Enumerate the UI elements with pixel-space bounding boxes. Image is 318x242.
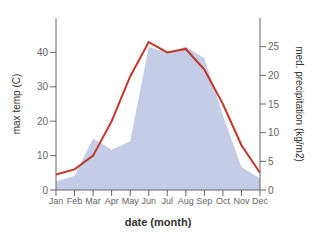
svg-text:25: 25 — [268, 41, 280, 52]
svg-text:40: 40 — [37, 47, 49, 58]
svg-text:Apr: Apr — [105, 196, 119, 206]
svg-text:30: 30 — [37, 81, 49, 92]
svg-text:Feb: Feb — [67, 196, 83, 206]
svg-text:May: May — [122, 196, 140, 206]
svg-text:Oct: Oct — [216, 196, 231, 206]
svg-text:max temp (C): max temp (C) — [11, 74, 22, 135]
svg-text:Jul: Jul — [162, 196, 174, 206]
svg-text:10: 10 — [37, 150, 49, 161]
svg-text:0: 0 — [42, 185, 48, 196]
svg-text:Jan: Jan — [49, 196, 64, 206]
svg-text:15: 15 — [268, 99, 280, 110]
svg-text:20: 20 — [37, 116, 49, 127]
svg-text:Dec: Dec — [252, 196, 269, 206]
svg-text:med. precipitation (kg/m2): med. precipitation (kg/m2) — [294, 46, 305, 162]
svg-text:date (month): date (month) — [125, 216, 192, 228]
svg-text:20: 20 — [268, 70, 280, 81]
svg-text:Mar: Mar — [85, 196, 101, 206]
svg-text:Jun: Jun — [141, 196, 156, 206]
svg-text:Nov: Nov — [233, 196, 250, 206]
svg-text:10: 10 — [268, 127, 280, 138]
svg-text:Aug: Aug — [178, 196, 194, 206]
svg-text:Sep: Sep — [196, 196, 212, 206]
svg-text:5: 5 — [268, 156, 274, 167]
svg-text:0: 0 — [268, 185, 274, 196]
